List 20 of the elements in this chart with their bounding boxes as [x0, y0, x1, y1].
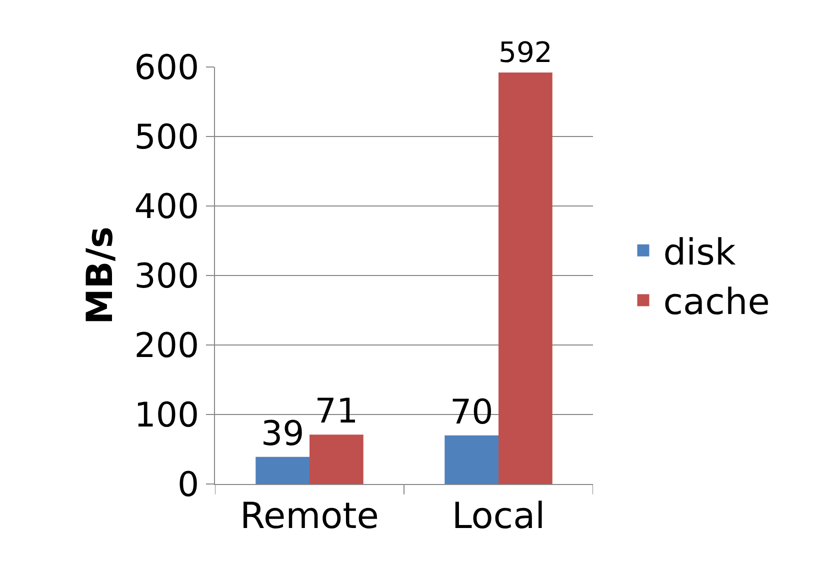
y-tick-label: 500 — [134, 117, 200, 158]
data-label: 592 — [498, 36, 552, 70]
bar — [498, 72, 552, 484]
y-axis-title: MB/s — [80, 226, 122, 324]
data-label: 70 — [450, 392, 494, 432]
y-tick-label: 0 — [178, 464, 200, 505]
y-tick-label: 300 — [134, 256, 200, 296]
x-tick-label: Remote — [240, 496, 379, 538]
bar — [444, 435, 498, 484]
y-tick-label: 100 — [134, 395, 200, 436]
x-tick-label: Local — [452, 496, 546, 538]
bar — [256, 456, 310, 484]
y-tick-label: 200 — [134, 326, 200, 366]
y-tick-label: 600 — [134, 48, 200, 88]
y-tick-label: 400 — [134, 186, 200, 227]
data-label: 39 — [260, 414, 304, 454]
bar — [310, 434, 364, 484]
legend-label: cache — [663, 282, 770, 324]
legend-label: disk — [663, 232, 736, 274]
data-label: 71 — [314, 392, 358, 432]
